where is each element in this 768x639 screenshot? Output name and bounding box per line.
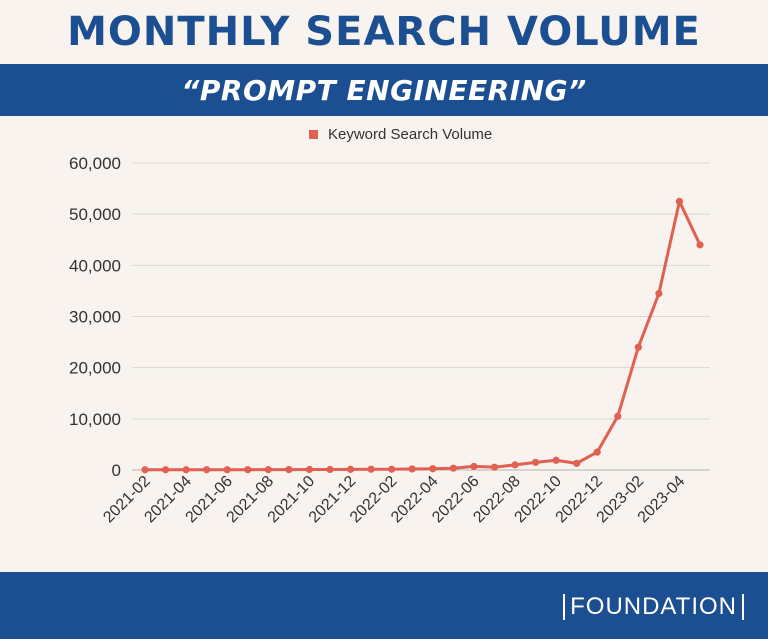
data-point xyxy=(346,465,355,473)
legend-label: Keyword Search Volume xyxy=(328,126,492,143)
y-tick-label: 50,000 xyxy=(69,205,121,224)
data-point xyxy=(408,465,416,473)
data-point xyxy=(182,466,190,474)
line-chart: 0 10,000 20,000 30,000 40,000 50,000 60,000 20… xyxy=(69,126,710,527)
data-point xyxy=(244,466,252,474)
data-point xyxy=(367,465,375,473)
series-line xyxy=(145,199,702,472)
y-tick-label: 30,000 xyxy=(69,308,121,327)
y-tick-label: 0 xyxy=(112,461,121,480)
data-point xyxy=(141,466,149,474)
data-point xyxy=(531,458,540,466)
legend-swatch xyxy=(309,130,318,139)
y-tick-label: 10,000 xyxy=(69,410,121,429)
legend: Keyword Search Volume xyxy=(309,126,492,143)
chart-subtitle: “PROMPT ENGINEERING” xyxy=(181,73,587,107)
y-tick-label: 20,000 xyxy=(69,359,121,378)
data-point xyxy=(552,456,560,464)
data-point xyxy=(264,466,272,474)
y-axis-ticks: 0 10,000 20,000 30,000 40,000 50,000 60,000 xyxy=(69,154,121,480)
footer-bar: FOUNDATION xyxy=(0,572,768,639)
data-point xyxy=(634,343,642,351)
chart-area: 0 10,000 20,000 30,000 40,000 50,000 60,000 20… xyxy=(0,116,768,572)
data-point xyxy=(593,448,601,456)
data-point xyxy=(285,465,293,474)
subtitle-banner: “PROMPT ENGINEERING” xyxy=(0,64,768,116)
y-tick-label: 40,000 xyxy=(69,256,121,275)
data-point xyxy=(490,463,499,471)
series-keyword-search-volume xyxy=(141,197,704,474)
data-point xyxy=(223,466,231,474)
data-point xyxy=(573,459,581,467)
data-point xyxy=(511,461,519,469)
data-point xyxy=(614,412,622,420)
brand-logo: FOUNDATION xyxy=(563,594,744,620)
data-point xyxy=(449,464,457,472)
data-point xyxy=(429,465,437,473)
data-point xyxy=(696,241,704,249)
chart-title: MONTHLY SEARCH VOLUME xyxy=(67,9,701,55)
data-point xyxy=(470,462,478,471)
data-point xyxy=(305,465,314,474)
data-point xyxy=(161,466,170,474)
y-tick-label: 60,000 xyxy=(69,154,121,173)
data-point xyxy=(655,289,663,298)
data-point xyxy=(388,465,396,473)
data-point xyxy=(326,465,334,474)
x-axis-ticks: 2021-022021-042021-062021-082021-102021-… xyxy=(100,473,688,527)
gridlines xyxy=(132,162,710,471)
data-point xyxy=(675,197,684,205)
data-point xyxy=(203,466,211,474)
